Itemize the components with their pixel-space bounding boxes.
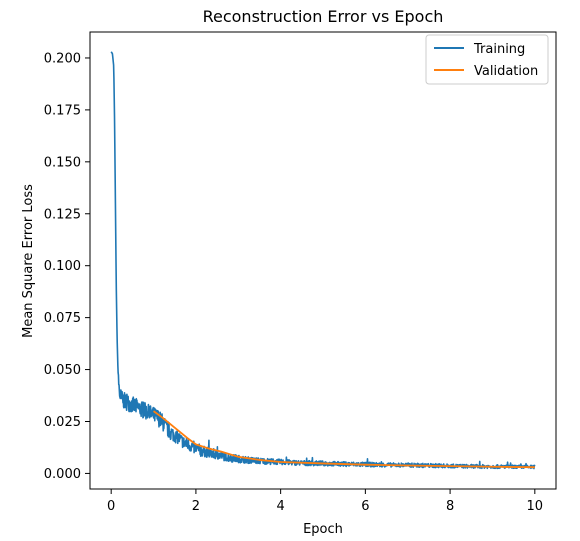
x-tick-label: 4 xyxy=(276,499,284,514)
y-axis-ticks: 0.000 0.025 0.050 0.075 0.100 0.125 0.150 0.175… xyxy=(44,51,90,482)
y-tick-label: 0.200 xyxy=(44,51,81,66)
y-tick-label: 0.150 xyxy=(44,155,81,170)
legend-label-training: Training xyxy=(473,42,525,57)
y-tick-label: 0.175 xyxy=(44,103,81,118)
x-tick-label: 8 xyxy=(446,499,454,514)
x-tick-label: 2 xyxy=(192,499,200,514)
y-tick-label: 0.025 xyxy=(44,415,81,430)
x-axis-label: Epoch xyxy=(303,522,343,537)
legend-label-validation: Validation xyxy=(474,64,538,79)
y-tick-label: 0.100 xyxy=(44,259,81,274)
y-tick-label: 0.050 xyxy=(44,363,81,378)
x-axis-ticks: 0 2 4 6 8 10 xyxy=(107,489,543,514)
x-tick-label: 0 xyxy=(107,499,115,514)
series-layer xyxy=(110,51,536,470)
y-tick-label: 0.075 xyxy=(44,311,81,326)
axes-frame xyxy=(89,31,557,490)
plot-area: 0 2 4 6 8 10 0.0000.0250.0500.0750.1000.1250.… xyxy=(44,31,557,514)
series-line-validation xyxy=(153,410,535,469)
x-tick-label: 10 xyxy=(527,499,544,514)
chart-title: Reconstruction Error vs Epoch xyxy=(203,7,444,26)
x-tick-label: 6 xyxy=(361,499,369,514)
y-tick-label: 0.000 xyxy=(44,467,81,482)
y-tick-label: 0.125 xyxy=(44,207,81,222)
legend: Training Validation xyxy=(425,34,549,85)
y-axis-label: Mean Square Error Loss xyxy=(21,184,36,338)
